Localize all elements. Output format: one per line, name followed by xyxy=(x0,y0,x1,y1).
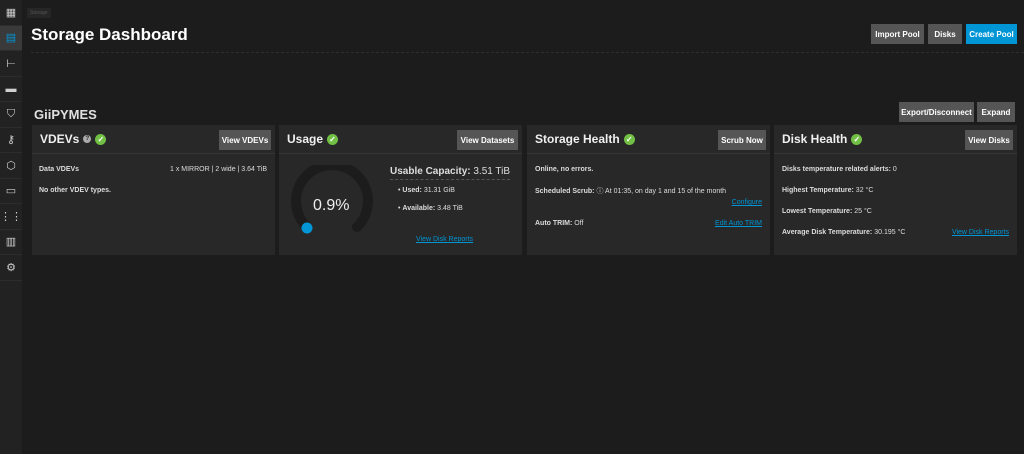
grid-icon[interactable]: ⋮⋮ xyxy=(0,204,22,230)
auto-trim: Auto TRIM: Off xyxy=(535,220,584,227)
trim-value: Off xyxy=(574,220,584,227)
avg-label: Average Disk Temperature: xyxy=(782,229,873,236)
gear-icon[interactable]: ⚙ xyxy=(0,255,22,281)
help-icon[interactable]: ⓘ xyxy=(596,188,604,195)
high-value: 32 °C xyxy=(855,187,874,194)
view-disk-reports-link[interactable]: View Disk Reports xyxy=(951,229,1009,236)
available: • Available: 3.48 TiB xyxy=(398,205,463,212)
card-title: VDEVs xyxy=(40,132,80,146)
average-temp: Average Disk Temperature: 30.195 °C xyxy=(782,229,905,236)
alerts-label: Disks temperature related alerts: xyxy=(782,166,891,173)
header-divider xyxy=(31,52,1024,53)
gauge-fill xyxy=(301,222,313,234)
shares-icon[interactable]: ▬ xyxy=(0,77,22,102)
scrub-label: Scheduled Scrub: xyxy=(535,188,595,195)
storage-health-card: Storage Health ✓ Scrub Now Online, no err… xyxy=(527,125,770,255)
check-icon: ✓ xyxy=(327,133,339,145)
highest-temp: Highest Temperature: 32 °C xyxy=(782,187,873,194)
used-label: Used: xyxy=(402,187,422,194)
apps-cube-icon[interactable]: ⬡ xyxy=(0,153,22,179)
reports-icon[interactable]: ▥ xyxy=(0,230,22,255)
card-title: Storage Health xyxy=(535,132,620,146)
usage-card: Usage ✓ View Datasets 0.9% Usable Capacit… xyxy=(279,125,522,255)
check-icon: ✓ xyxy=(623,133,635,145)
no-other-vdevs: No other VDEV types. xyxy=(39,187,111,194)
disks-button[interactable]: Disks xyxy=(928,24,962,44)
storage-icon[interactable]: ▤ xyxy=(0,25,22,51)
import-pool-button[interactable]: Import Pool xyxy=(871,24,924,44)
low-label: Lowest Temperature: xyxy=(782,208,853,215)
lowest-temp: Lowest Temperature: 25 °C xyxy=(782,208,872,215)
usage-percent: 0.9% xyxy=(313,197,350,214)
check-icon: ✓ xyxy=(851,133,863,145)
scrub-value: At 01:35, on day 1 and 15 of the month xyxy=(605,188,727,195)
trim-label: Auto TRIM: xyxy=(535,220,573,227)
key-icon[interactable]: ⚷ xyxy=(0,128,22,153)
view-datasets-button[interactable]: View Datasets xyxy=(457,130,518,150)
vdevs-card: VDEVs? ✓ View VDEVs Data VDEVs 1 x MIRROR… xyxy=(32,125,275,255)
pool-name: GiiPYMES xyxy=(34,107,97,122)
data-vdevs-value: 1 x MIRROR | 2 wide | 3.64 TiB xyxy=(169,166,267,173)
capacity-label: Usable Capacity: xyxy=(390,166,471,177)
check-icon: ✓ xyxy=(95,133,107,145)
export-disconnect-button[interactable]: Export/Disconnect xyxy=(899,102,974,122)
scheduled-scrub: Scheduled Scrub: ⓘ At 01:35, on day 1 an… xyxy=(535,186,726,196)
usage-gauge xyxy=(291,165,373,234)
alerts-value: 0 xyxy=(892,166,897,173)
disk-health-card: Disk Health ✓ View Disks Disks temperatur… xyxy=(774,125,1017,255)
configure-link[interactable]: Configure xyxy=(731,199,762,206)
create-pool-button[interactable]: Create Pool xyxy=(966,24,1017,44)
usable-capacity: Usable Capacity: 3.51 TiB xyxy=(390,166,511,180)
data-vdevs-label: Data VDEVs xyxy=(39,166,80,173)
view-disk-reports-link[interactable]: View Disk Reports xyxy=(416,236,474,243)
breadcrumb[interactable]: Storage xyxy=(27,8,51,18)
card-title: Usage xyxy=(287,132,324,146)
used: • Used: 31.31 GiB xyxy=(398,187,455,194)
used-value: 31.31 GiB xyxy=(423,187,455,194)
view-disks-button[interactable]: View Disks xyxy=(965,130,1013,150)
available-label: Available: xyxy=(402,205,436,212)
available-value: 3.48 TiB xyxy=(437,205,463,212)
low-value: 25 °C xyxy=(854,208,872,215)
sidebar: ▦ ▤ ⊢ ▬ ⛉ ⚷ ⬡ ▭ ⋮⋮ ▥ ⚙ xyxy=(0,0,22,454)
expand-button[interactable]: Expand xyxy=(977,102,1015,122)
health-status: Online, no errors. xyxy=(535,166,594,173)
capacity-value: 3.51 TiB xyxy=(473,166,511,177)
high-label: Highest Temperature: xyxy=(782,187,854,194)
dashboard-icon[interactable]: ▦ xyxy=(0,0,22,26)
shield-icon[interactable]: ⛉ xyxy=(0,102,22,128)
help-icon[interactable]: ? xyxy=(83,135,92,143)
view-vdevs-button[interactable]: View VDEVs xyxy=(219,130,271,150)
edit-auto-trim-link[interactable]: Edit Auto TRIM xyxy=(715,220,762,227)
avg-value: 30.195 °C xyxy=(874,229,906,236)
temp-alerts: Disks temperature related alerts: 0 xyxy=(782,166,897,173)
datasets-icon[interactable]: ⊢ xyxy=(0,51,22,77)
scrub-now-button[interactable]: Scrub Now xyxy=(718,130,766,150)
card-title: Disk Health xyxy=(782,132,848,146)
page-title: Storage Dashboard xyxy=(31,25,188,44)
laptop-icon[interactable]: ▭ xyxy=(0,179,22,204)
